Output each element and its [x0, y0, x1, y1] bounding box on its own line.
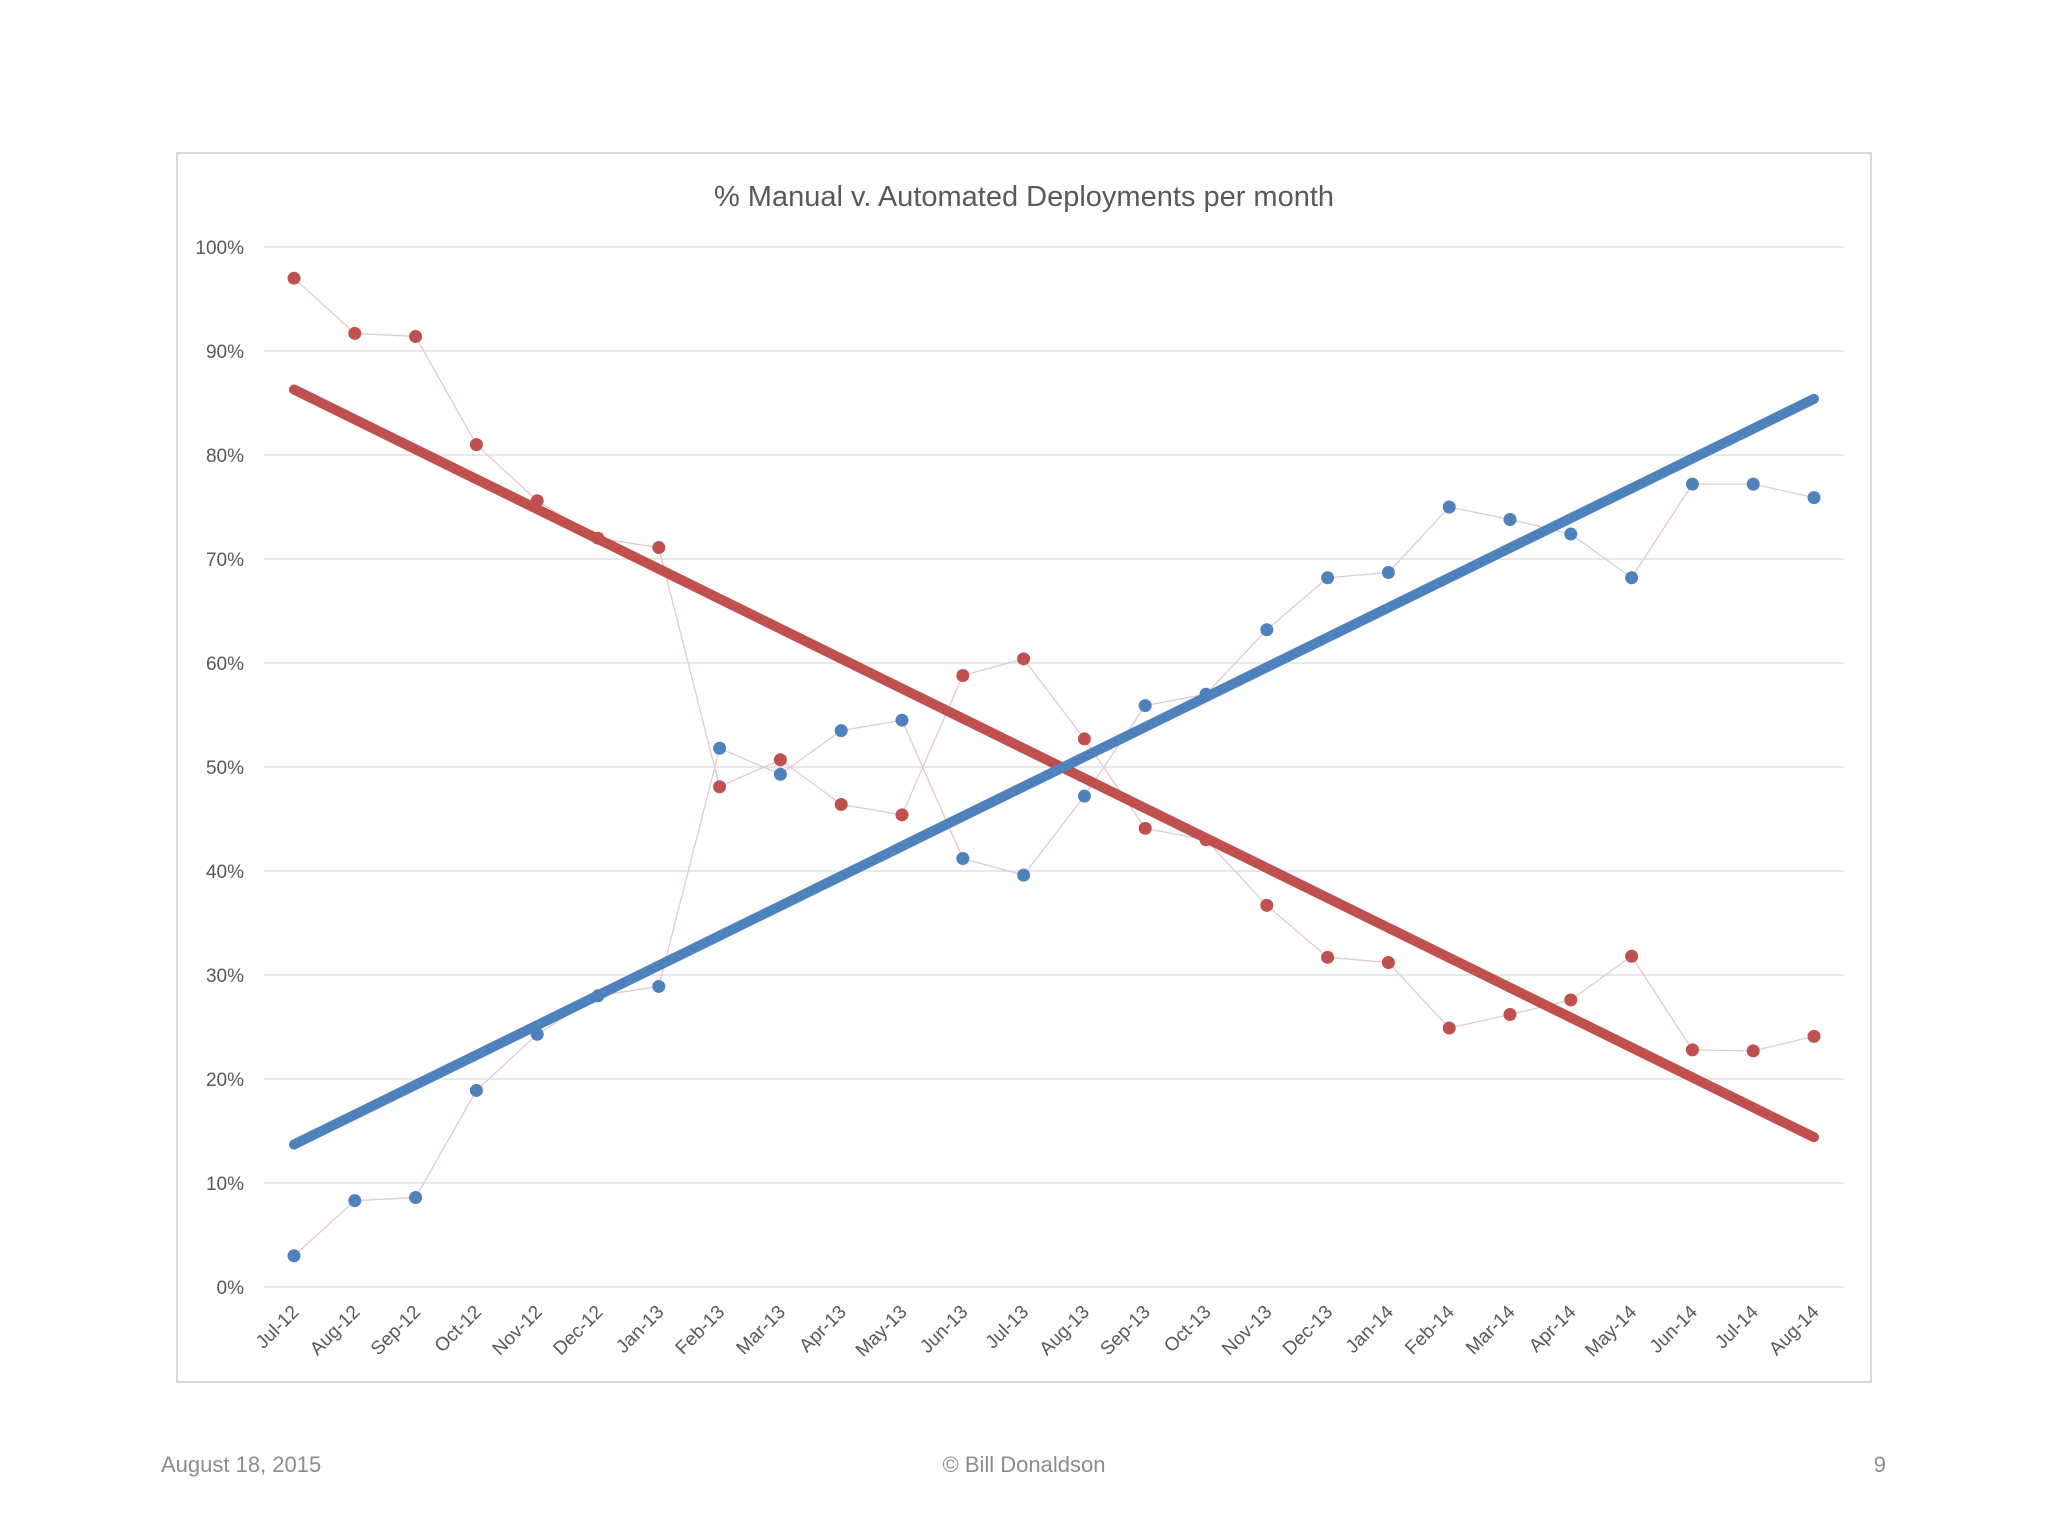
automated-point-nov-12	[530, 1027, 544, 1041]
x-tick-label: Apr-13	[796, 1302, 851, 1357]
x-tick-label: Jan-13	[612, 1302, 668, 1358]
automated-point-sep-13	[1138, 699, 1152, 713]
manual-point-jan-13	[652, 541, 666, 555]
y-tick-label: 100%	[195, 238, 244, 259]
x-tick-label: Jun-13	[916, 1302, 972, 1358]
y-tick-label: 20%	[206, 1070, 244, 1091]
y-tick-label: 10%	[206, 1174, 244, 1195]
x-tick-label: Oct-12	[431, 1302, 486, 1357]
manual-point-dec-12	[591, 531, 605, 545]
y-tick-label: 50%	[206, 758, 244, 779]
manual-series-line	[293, 277, 1815, 1052]
x-tick-label: Jul-13	[982, 1302, 1033, 1353]
manual-point-jun-14	[1685, 1043, 1699, 1057]
x-tick-label: Oct-13	[1160, 1302, 1215, 1357]
automated-series-line	[293, 483, 1815, 1257]
x-tick-label: Apr-14	[1525, 1301, 1580, 1356]
manual-point-jul-13	[1017, 652, 1031, 666]
manual-point-aug-12	[348, 326, 362, 340]
manual-point-apr-13	[834, 797, 848, 811]
footer-date: August 18, 2015	[161, 1452, 322, 1477]
automated-point-aug-13	[1077, 789, 1091, 803]
manual-point-may-13	[895, 808, 909, 822]
automated-point-mar-14	[1503, 512, 1517, 526]
x-tick-label: Sep-12	[367, 1302, 425, 1360]
x-tick-label: Feb-14	[1401, 1301, 1459, 1359]
footer-page-number: 9	[1873, 1452, 1886, 1477]
y-tick-label: 80%	[206, 446, 244, 467]
automated-point-oct-12	[469, 1083, 483, 1097]
manual-point-jan-14	[1381, 956, 1395, 970]
automated-point-may-14	[1625, 571, 1639, 585]
automated-point-dec-12	[591, 989, 605, 1003]
manual-point-oct-12	[469, 438, 483, 452]
automated-trend-line	[289, 393, 1819, 1150]
x-tick-label: Feb-13	[672, 1302, 729, 1359]
automated-point-sep-12	[409, 1191, 423, 1205]
automated-point-jul-13	[1017, 868, 1031, 882]
manual-point-mar-14	[1503, 1008, 1517, 1022]
x-tick-label: May-14	[1581, 1301, 1641, 1361]
automated-point-apr-14	[1564, 527, 1578, 541]
manual-point-sep-13	[1138, 821, 1152, 835]
manual-point-jul-14	[1746, 1044, 1760, 1058]
footer-copyright: © Bill Donaldson	[942, 1452, 1106, 1477]
chart-svg: % Manual v. Automated Deployments per mo…	[195, 181, 1844, 1362]
chart-frame: % Manual v. Automated Deployments per mo…	[176, 152, 1872, 1383]
automated-point-nov-13	[1260, 623, 1274, 637]
manual-point-apr-14	[1564, 993, 1578, 1007]
automated-point-apr-13	[834, 724, 848, 738]
automated-point-dec-13	[1321, 571, 1335, 585]
manual-point-may-14	[1625, 949, 1639, 963]
x-tick-label: Sep-13	[1097, 1302, 1155, 1360]
manual-point-feb-14	[1442, 1021, 1456, 1035]
automated-point-jun-13	[956, 852, 970, 866]
manual-point-aug-13	[1077, 732, 1091, 746]
x-tick-label: Jun-14	[1646, 1301, 1702, 1357]
manual-point-mar-13	[773, 753, 787, 767]
x-tick-label: Nov-12	[489, 1302, 547, 1360]
x-tick-label: Aug-13	[1036, 1302, 1094, 1360]
manual-point-nov-13	[1260, 898, 1274, 912]
automated-point-feb-14	[1442, 500, 1456, 514]
automated-point-mar-13	[773, 767, 787, 781]
x-tick-label: Aug-12	[306, 1302, 364, 1360]
manual-trend-line	[289, 384, 1819, 1143]
x-tick-label: Nov-13	[1218, 1302, 1276, 1360]
y-tick-label: 70%	[206, 550, 244, 571]
y-tick-label: 30%	[206, 966, 244, 987]
manual-point-oct-13	[1199, 833, 1213, 847]
x-tick-label: Aug-14	[1765, 1301, 1823, 1359]
manual-point-dec-13	[1321, 950, 1335, 964]
automated-point-jan-13	[652, 979, 666, 993]
manual-point-feb-13	[713, 780, 727, 794]
chart-title: % Manual v. Automated Deployments per mo…	[714, 181, 1334, 213]
x-tick-label: Mar-14	[1462, 1301, 1520, 1359]
automated-point-jan-14	[1381, 566, 1395, 580]
x-tick-label: Jul-12	[252, 1302, 303, 1353]
manual-point-jun-13	[956, 668, 970, 682]
manual-point-aug-14	[1807, 1029, 1821, 1043]
manual-point-jul-12	[287, 271, 301, 285]
x-tick-label: Jan-14	[1342, 1301, 1398, 1357]
y-tick-label: 60%	[206, 654, 244, 675]
automated-point-jul-12	[287, 1249, 301, 1263]
automated-point-may-13	[895, 713, 909, 727]
automated-point-jul-14	[1746, 477, 1760, 491]
x-tick-label: May-13	[852, 1302, 912, 1362]
x-tick-label: Mar-13	[733, 1302, 790, 1359]
y-tick-label: 40%	[206, 862, 244, 883]
automated-point-oct-13	[1199, 687, 1213, 701]
automated-point-feb-13	[713, 741, 727, 755]
automated-point-jun-14	[1685, 477, 1699, 491]
manual-point-nov-12	[530, 494, 544, 508]
y-tick-label: 90%	[206, 342, 244, 363]
automated-point-aug-12	[348, 1194, 362, 1208]
x-tick-label: Jul-14	[1711, 1301, 1763, 1353]
x-tick-label: Dec-12	[549, 1302, 607, 1360]
manual-point-sep-12	[409, 329, 423, 343]
x-tick-label: Dec-13	[1279, 1302, 1337, 1360]
y-tick-label: 0%	[217, 1278, 245, 1299]
automated-point-aug-14	[1807, 491, 1821, 505]
